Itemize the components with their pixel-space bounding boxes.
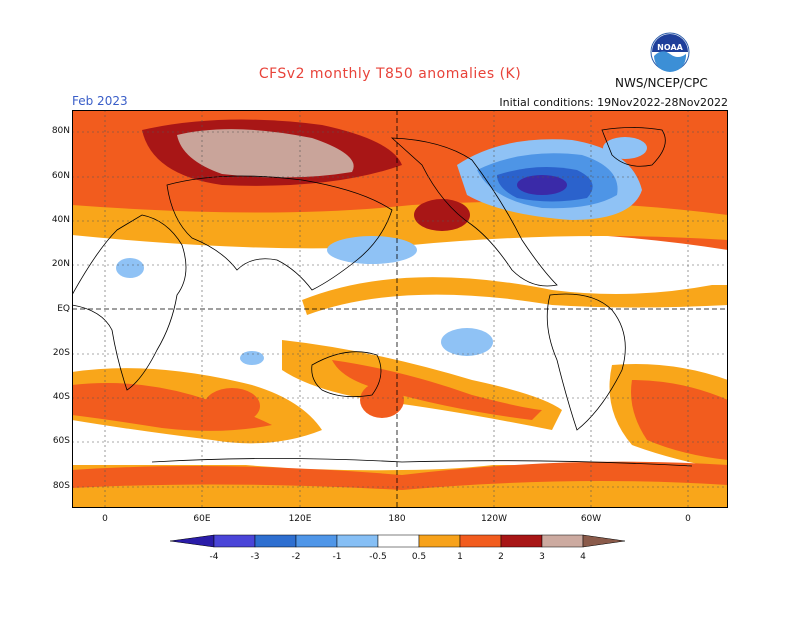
lon-tick-120e: 120E <box>288 514 312 524</box>
colorbar-label: 4 <box>580 552 586 562</box>
colorbar-swatch <box>500 534 543 548</box>
colorbar-label: 3 <box>539 552 545 562</box>
lon-tick-180: 180 <box>388 514 406 524</box>
lat-tick-60n: 60N <box>51 171 70 181</box>
colorbar-label: -1 <box>333 552 342 562</box>
colorbar-label: 1 <box>457 552 463 562</box>
colorbar-swatch <box>459 534 502 548</box>
agency-label: NWS/NCEP/CPC <box>615 76 708 90</box>
anomaly-map <box>71 110 728 508</box>
colorbar-label: 0.5 <box>412 552 426 562</box>
noaa-logo: NOAA <box>650 32 690 72</box>
initial-conditions: Initial conditions: 19Nov2022-28Nov2022 <box>499 96 728 109</box>
lat-tick-80s: 80S <box>52 481 70 491</box>
colorbar-swatch <box>213 534 256 548</box>
colorbar-left-arrow <box>169 534 215 548</box>
lon-tick-60e: 60E <box>193 514 211 524</box>
lat-tick-40n: 40N <box>51 215 70 225</box>
colorbar-label: -4 <box>210 552 219 562</box>
colorbar-swatch <box>377 534 420 548</box>
colorbar-swatch <box>336 534 379 548</box>
chart-title: CFSv2 monthly T850 anomalies (K) <box>258 66 522 82</box>
colorbar-label: -2 <box>292 552 301 562</box>
colorbar-swatch <box>418 534 461 548</box>
lat-tick-20n: 20N <box>51 259 70 269</box>
colorbar-swatch <box>295 534 338 548</box>
colorbar-right-arrow <box>582 534 626 548</box>
colorbar-label: -3 <box>251 552 260 562</box>
svg-text:NOAA: NOAA <box>657 43 683 52</box>
lat-tick-80n: 80N <box>51 126 70 136</box>
lat-tick-20s: 20S <box>52 348 70 358</box>
colorbar-swatch <box>541 534 584 548</box>
lat-tick-40s: 40S <box>52 392 70 402</box>
lon-tick-0-east: 0 <box>685 514 691 524</box>
lon-tick-0: 0 <box>102 514 108 524</box>
lat-tick-eq: EQ <box>57 304 70 314</box>
colorbar: -4 -3 -2 -1 -0.5 0.5 1 2 3 4 <box>169 533 630 563</box>
lon-tick-120w: 120W <box>480 514 508 524</box>
lon-tick-60w: 60W <box>580 514 602 524</box>
colorbar-swatch <box>254 534 297 548</box>
forecast-month: Feb 2023 <box>72 94 128 108</box>
lat-tick-60s: 60S <box>52 436 70 446</box>
colorbar-label: -0.5 <box>369 552 387 562</box>
colorbar-label: 2 <box>498 552 504 562</box>
